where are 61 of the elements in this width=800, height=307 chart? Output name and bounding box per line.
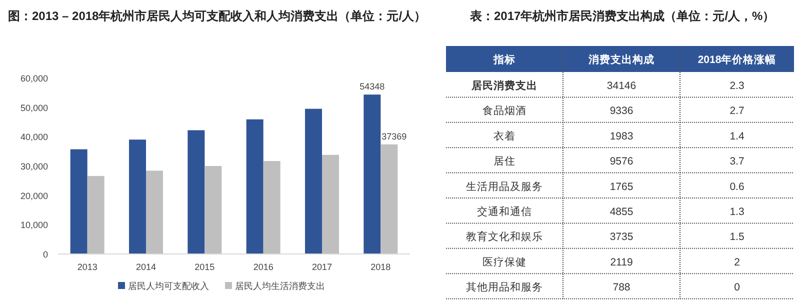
bar — [129, 140, 146, 254]
category-label: 指标 — [492, 53, 516, 66]
text: 教育文化和娱乐 — [466, 231, 543, 244]
x-tick-label: 2015 — [194, 262, 215, 272]
text: 2119 — [610, 256, 633, 268]
bar — [146, 170, 163, 254]
y-tick-label: 30,000 — [20, 162, 48, 172]
y-tick-label: 60,000 — [20, 74, 48, 84]
text: 1.3 — [730, 206, 744, 218]
text: 0.6 — [730, 180, 744, 193]
text: 交通和通信 — [477, 206, 532, 218]
bar — [204, 166, 222, 254]
title: 表：2017年杭州市居民消费支出构成（单位：元/人，%） — [470, 9, 775, 23]
text: 1765 — [610, 180, 634, 193]
y-tick-label: 40,000 — [20, 132, 48, 142]
data-label: 37369 — [382, 131, 407, 142]
bar — [263, 161, 280, 254]
text: 1.5 — [730, 231, 744, 244]
y-tick-label: 10,000 — [20, 220, 48, 230]
x-tick-label: 2013 — [77, 262, 98, 272]
text: 1983 — [610, 130, 634, 142]
text: 居住 — [494, 156, 516, 168]
text: 衣着 — [494, 130, 516, 142]
bar — [246, 119, 264, 254]
text: 34146 — [606, 80, 636, 92]
data-label: 54348 — [360, 82, 385, 92]
text: 9336 — [610, 105, 634, 118]
bar — [70, 149, 88, 254]
bar — [364, 94, 381, 254]
x-tick-label: 2018 — [370, 262, 391, 272]
title: 图：2013 – 2018年杭州市居民人均可支配收入和人均消费支出（单位：元/人） — [8, 9, 426, 23]
text: 2.7 — [730, 105, 744, 118]
y-tick-label: 20,000 — [20, 190, 48, 201]
x-tick-label: 2017 — [312, 262, 332, 272]
text: 2 — [734, 256, 740, 268]
bar — [380, 144, 398, 254]
text: 4855 — [610, 206, 634, 218]
bar — [322, 154, 339, 254]
text: 其他用品和服务 — [466, 282, 543, 294]
x-tick-label: 2014 — [136, 262, 156, 272]
bar — [188, 130, 205, 254]
text: 居民消费支出 — [472, 80, 538, 92]
y-tick-label: 0 — [42, 250, 48, 260]
legend-label: 居民人均生活消费支出 — [235, 281, 325, 291]
text: 医疗保健 — [482, 256, 526, 268]
text: 2.3 — [730, 80, 744, 92]
text: 788 — [612, 282, 630, 294]
category-label: 2018年价格涨幅 — [698, 53, 776, 66]
legend-label: 居民人均可支配收入 — [128, 281, 209, 291]
text: 1.4 — [730, 130, 744, 142]
category-label: 消费支出构成 — [588, 53, 654, 66]
text: 3.7 — [730, 156, 744, 168]
text: 生活用品及服务 — [466, 180, 543, 193]
text: 3735 — [610, 231, 634, 244]
x-tick-label: 2016 — [253, 262, 274, 272]
y-tick-label: 50,000 — [20, 102, 48, 113]
text: 9576 — [610, 156, 634, 168]
bar — [87, 176, 104, 254]
text: 食品烟酒 — [482, 105, 526, 118]
text: 0 — [734, 282, 740, 294]
bar — [305, 108, 322, 254]
